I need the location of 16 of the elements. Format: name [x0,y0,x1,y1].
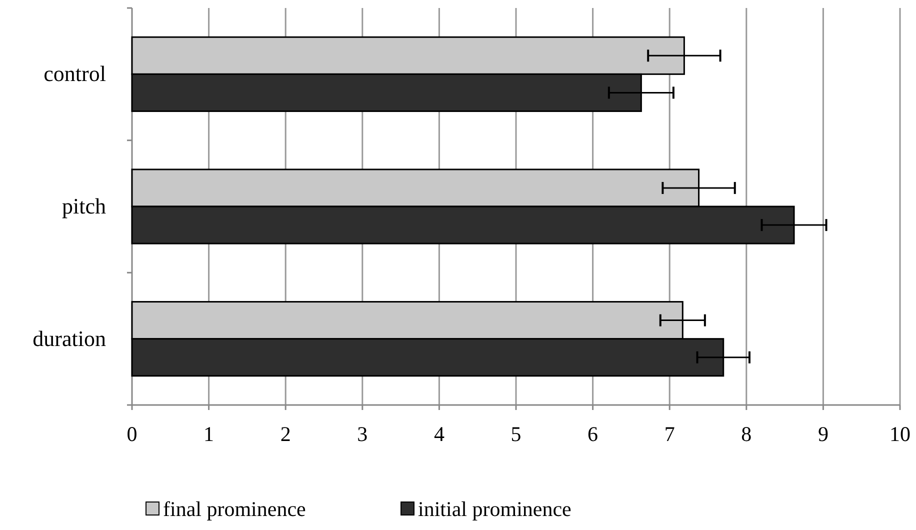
x-tick-label: 5 [510,422,522,446]
x-tick-label: 4 [434,422,445,446]
legend-label: final prominence [163,497,306,521]
y-tick-label: duration [32,326,106,351]
x-tick-label: 10 [890,422,910,446]
x-tick-label: 1 [204,422,214,446]
x-tick-label: 0 [126,422,138,446]
x-tick-label: 3 [357,422,368,446]
x-tick-label: 8 [741,422,752,446]
legend-label: initial prominence [418,497,572,521]
x-tick-label: 6 [588,422,598,446]
x-tick-label: 9 [818,422,828,446]
x-tick-label: 7 [664,422,675,446]
y-tick-label: control [44,61,106,86]
y-tick-label: pitch [62,194,106,218]
x-tick-label: 2 [280,422,291,446]
